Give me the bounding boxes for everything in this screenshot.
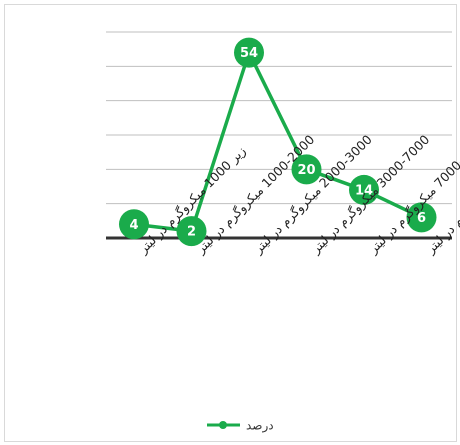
data-label: 54 <box>240 46 258 61</box>
chart-frame <box>4 4 457 442</box>
data-label: 6 <box>417 211 426 226</box>
data-label: 4 <box>129 218 138 233</box>
legend-marker-swatch <box>219 421 227 429</box>
data-point <box>176 216 207 247</box>
data-point <box>234 37 264 68</box>
data-point <box>291 154 322 185</box>
data-point <box>406 202 437 233</box>
legend-label: درصد <box>246 419 274 434</box>
data-label: 2 <box>187 225 196 240</box>
data-label: 20 <box>297 163 315 178</box>
data-point <box>349 174 379 205</box>
data-label: 14 <box>355 183 373 198</box>
data-point <box>119 209 149 240</box>
data-markers: 4 2 54 20 14 6 <box>119 37 437 247</box>
legend: درصد <box>207 419 274 434</box>
